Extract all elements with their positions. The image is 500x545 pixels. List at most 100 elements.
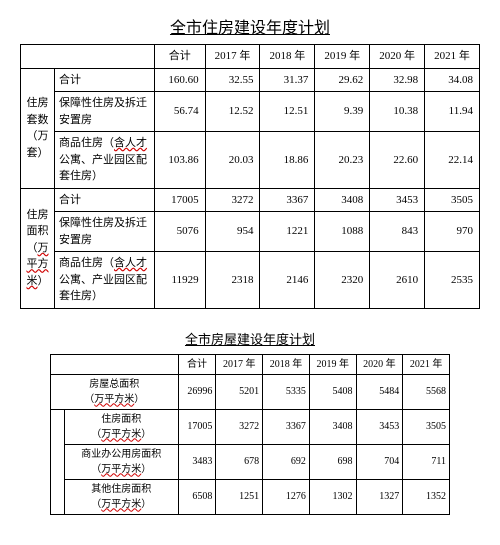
row2-label-shangban: 商业办公用房面积（万平方米）: [65, 444, 179, 479]
table-row: 其他住房面积（万平方米） 6508 1251 1276 1302 1327 13…: [51, 479, 450, 514]
col-total: 合计: [155, 45, 206, 69]
cell: 3408: [309, 409, 356, 444]
cell: 6508: [178, 479, 216, 514]
table-row: 商业办公用房面积（万平方米） 3483 678 692 698 704 711: [51, 444, 450, 479]
cell: 1088: [315, 212, 370, 252]
cell: 18.86: [260, 132, 315, 189]
table2-corner: [51, 354, 179, 374]
row-label-total2: 合计: [55, 188, 155, 212]
cell: 31.37: [260, 68, 315, 92]
table-row: 住房面积 （万平方米） 合计 17005 3272 3367 3408 3453…: [21, 188, 480, 212]
cell: 12.51: [260, 92, 315, 132]
cell: 3453: [356, 409, 403, 444]
col-2017: 2017 年: [205, 45, 260, 69]
cell: 17005: [178, 409, 216, 444]
table-row: 商品住房（含人才公寓、产业园区配套住房） 11929 2318 2146 232…: [21, 252, 480, 309]
cell: 5408: [309, 374, 356, 409]
cell: 5484: [356, 374, 403, 409]
group-label-mianji: 住房面积 （万平方米）: [21, 188, 55, 308]
cell: 10.38: [370, 92, 425, 132]
unit-wpf: 万平方米: [27, 242, 49, 287]
table1-corner: [21, 45, 155, 69]
table2-title: 全市房屋建设年度计划: [10, 329, 490, 348]
col2-2021: 2021 年: [403, 354, 450, 374]
group-label-text: 住房套数: [27, 97, 49, 126]
cell: 29.62: [315, 68, 370, 92]
cell: 1302: [309, 479, 356, 514]
col2-total: 合计: [178, 354, 216, 374]
row-label-shangpin2: 商品住房（含人才公寓、产业园区配套住房）: [55, 252, 155, 309]
table-row: 住房套数 （万套） 合计 160.60 32.55 31.37 29.62 32…: [21, 68, 480, 92]
table1-title: 全市住房建设年度计划: [10, 14, 490, 38]
cell: 5076: [155, 212, 206, 252]
cell: 3483: [178, 444, 216, 479]
row-label-total: 合计: [55, 68, 155, 92]
cell: 3408: [315, 188, 370, 212]
group-label-text: 住房面积: [27, 209, 49, 238]
cell: 26996: [178, 374, 216, 409]
col2-2020: 2020 年: [356, 354, 403, 374]
row2-label-zhufang: 住房面积（万平方米）: [65, 409, 179, 444]
cell: 3367: [263, 409, 310, 444]
row2-label-qita: 其他住房面积（万平方米）: [65, 479, 179, 514]
cell: 954: [205, 212, 260, 252]
cell: 3367: [260, 188, 315, 212]
cell: 11.94: [425, 92, 480, 132]
cell: 3505: [403, 409, 450, 444]
cell: 56.74: [155, 92, 206, 132]
cell: 3272: [216, 409, 263, 444]
cell: 2320: [315, 252, 370, 309]
row2-label-total: 房屋总面积（万平方米）: [51, 374, 179, 409]
table1-header-row: 合计 2017 年 2018 年 2019 年 2020 年 2021 年: [21, 45, 480, 69]
cell: 32.98: [370, 68, 425, 92]
table-2: 合计 2017 年 2018 年 2019 年 2020 年 2021 年 房屋…: [50, 354, 450, 515]
cell: 34.08: [425, 68, 480, 92]
cell: 22.60: [370, 132, 425, 189]
cell: 22.14: [425, 132, 480, 189]
cell: 11929: [155, 252, 206, 309]
cell: 103.86: [155, 132, 206, 189]
row-label-baozhang: 保障性住房及拆迁安置房: [55, 92, 155, 132]
cell: 17005: [155, 188, 206, 212]
table2-header-row: 合计 2017 年 2018 年 2019 年 2020 年 2021 年: [51, 354, 450, 374]
cell: 5201: [216, 374, 263, 409]
col-2021: 2021 年: [425, 45, 480, 69]
cell: 3505: [425, 188, 480, 212]
cell: 9.39: [315, 92, 370, 132]
col2-2017: 2017 年: [216, 354, 263, 374]
cell: 698: [309, 444, 356, 479]
group-label-taoshu: 住房套数 （万套）: [21, 68, 55, 188]
cell: 2610: [370, 252, 425, 309]
cell: 1276: [263, 479, 310, 514]
col-2020: 2020 年: [370, 45, 425, 69]
cell: 2318: [205, 252, 260, 309]
cell: 12.52: [205, 92, 260, 132]
table-row: 商品住房（含人才公寓、产业园区配套住房） 103.86 20.03 18.86 …: [21, 132, 480, 189]
cell: 160.60: [155, 68, 206, 92]
cell: 1251: [216, 479, 263, 514]
col-2018: 2018 年: [260, 45, 315, 69]
table-1: 合计 2017 年 2018 年 2019 年 2020 年 2021 年 住房…: [20, 44, 480, 309]
cell: 5335: [263, 374, 310, 409]
cell: 970: [425, 212, 480, 252]
col-2019: 2019 年: [315, 45, 370, 69]
cell: 678: [216, 444, 263, 479]
indent-spacer: [51, 409, 65, 514]
cell: 711: [403, 444, 450, 479]
cell: 3272: [205, 188, 260, 212]
cell: 32.55: [205, 68, 260, 92]
cell: 1352: [403, 479, 450, 514]
cell: 843: [370, 212, 425, 252]
cell: 5568: [403, 374, 450, 409]
table-row: 房屋总面积（万平方米） 26996 5201 5335 5408 5484 55…: [51, 374, 450, 409]
row-label-shangpin: 商品住房（含人才公寓、产业园区配套住房）: [55, 132, 155, 189]
table-row: 住房面积（万平方米） 17005 3272 3367 3408 3453 350…: [51, 409, 450, 444]
cell: 704: [356, 444, 403, 479]
group-label-unit: （万套）: [27, 130, 49, 159]
cell: 692: [263, 444, 310, 479]
cell: 1327: [356, 479, 403, 514]
row-label-baozhang2: 保障性住房及拆迁安置房: [55, 212, 155, 252]
table-row: 保障性住房及拆迁安置房 5076 954 1221 1088 843 970: [21, 212, 480, 252]
cell: 2146: [260, 252, 315, 309]
col2-2019: 2019 年: [309, 354, 356, 374]
